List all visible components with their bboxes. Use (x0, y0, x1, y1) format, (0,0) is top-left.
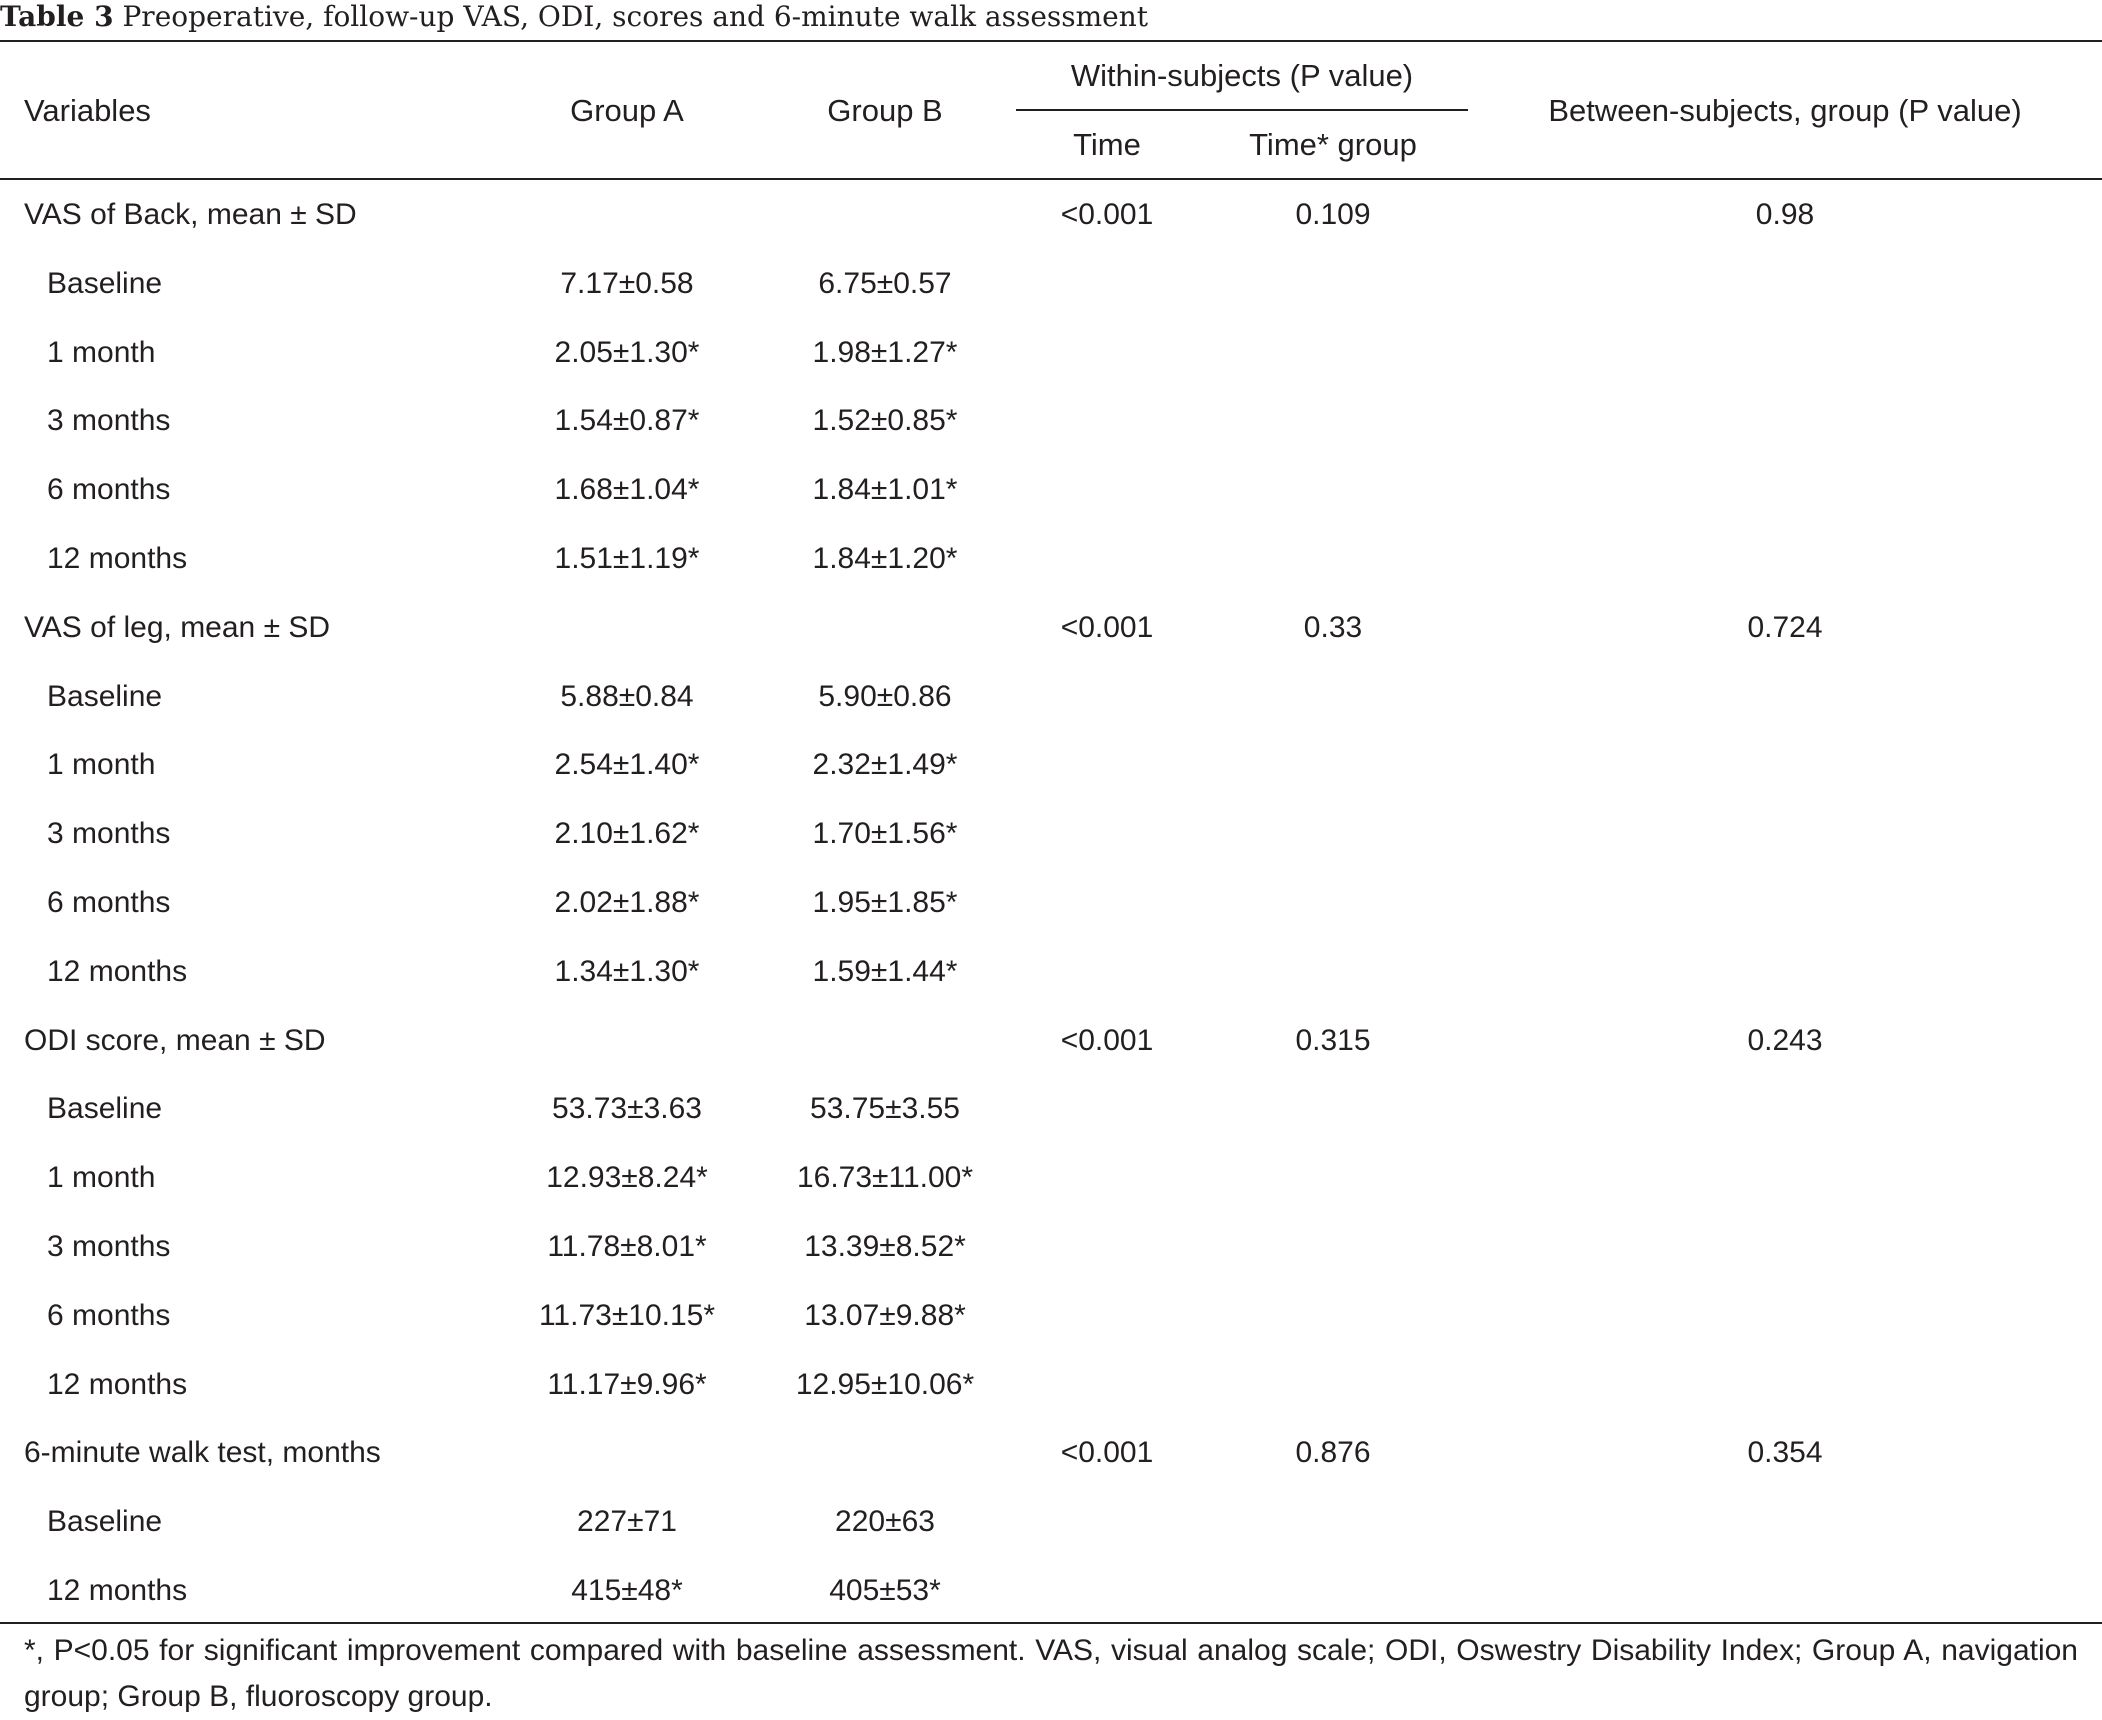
header-between-subjects: Between-subjects, group (P value) (1548, 93, 2022, 128)
group-b-value: 1.98±1.27* (812, 336, 958, 369)
row-label: Baseline (47, 1505, 163, 1538)
table-caption-text: Preoperative, follow-up VAS, ODI, scores… (122, 0, 1149, 33)
group-b-value: 13.07±9.88* (804, 1299, 966, 1332)
group-a-value: 415±48* (571, 1574, 683, 1607)
group-a-value: 53.73±3.63 (552, 1092, 702, 1125)
group-a-value: 11.73±10.15* (538, 1299, 716, 1332)
row-label: 3 months (47, 1230, 171, 1263)
group-a-value: 1.34±1.30* (554, 955, 700, 988)
row-label: 12 months (47, 1574, 188, 1607)
table-caption: Table 3 Preoperative, follow-up VAS, ODI… (0, 0, 1148, 40)
group-b-value: 16.73±11.00* (796, 1161, 974, 1194)
time-group-p-value: 0.876 (1295, 1436, 1371, 1469)
row-label: 6 months (47, 473, 171, 506)
header-variables: Variables (24, 93, 151, 128)
group-b-value: 1.59±1.44* (812, 955, 958, 988)
section-label: VAS of leg, mean ± SD (24, 611, 331, 644)
header-rule (0, 178, 2102, 180)
table-footnote: *, P<0.05 for significant improvement co… (24, 1634, 2078, 1713)
time-group-p-value: 0.33 (1303, 611, 1363, 644)
between-p-value: 0.98 (1755, 198, 1815, 231)
group-a-value: 2.54±1.40* (554, 748, 700, 781)
row-label: Baseline (47, 1092, 163, 1125)
time-p-value: <0.001 (1060, 1436, 1154, 1469)
row-label: 1 month (47, 1161, 156, 1194)
between-p-value: 0.724 (1747, 611, 1823, 644)
bottom-rule (0, 1622, 2102, 1624)
group-a-value: 2.10±1.62* (554, 817, 700, 850)
header-group-b: Group B (827, 93, 943, 128)
row-label: 1 month (47, 748, 156, 781)
header-group-a: Group A (570, 93, 684, 128)
time-p-value: <0.001 (1060, 611, 1154, 644)
header-time: Time (1073, 127, 1141, 162)
group-b-value: 5.90±0.86 (818, 680, 952, 713)
group-b-value: 6.75±0.57 (818, 267, 952, 300)
group-a-value: 12.93±8.24* (546, 1161, 708, 1194)
group-b-value: 1.84±1.20* (812, 542, 958, 575)
row-label: 12 months (47, 1368, 188, 1401)
section-label: ODI score, mean ± SD (24, 1024, 326, 1057)
group-b-value: 1.95±1.85* (812, 886, 958, 919)
time-group-p-value: 0.109 (1295, 198, 1371, 231)
group-a-value: 227±71 (577, 1505, 677, 1538)
group-b-value: 1.70±1.56* (812, 817, 958, 850)
group-b-value: 53.75±3.55 (810, 1092, 960, 1125)
row-label: 6 months (47, 886, 171, 919)
within-subjects-underline (1016, 109, 1468, 111)
group-a-value: 1.54±0.87* (554, 404, 700, 437)
group-a-value: 1.68±1.04* (554, 473, 700, 506)
group-b-value: 2.32±1.49* (812, 748, 958, 781)
top-rule (0, 40, 2102, 42)
header-within-subjects: Within-subjects (P value) (1070, 58, 1414, 93)
time-group-p-value: 0.315 (1295, 1024, 1371, 1057)
group-b-value: 220±63 (835, 1505, 935, 1538)
row-label: 3 months (47, 817, 171, 850)
group-a-value: 11.78±8.01* (547, 1230, 707, 1263)
row-label: 3 months (47, 404, 171, 437)
section-label: 6-minute walk test, months (24, 1436, 381, 1469)
between-p-value: 0.243 (1747, 1024, 1823, 1057)
group-a-value: 2.05±1.30* (554, 336, 700, 369)
group-a-value: 5.88±0.84 (560, 680, 694, 713)
group-a-value: 7.17±0.58 (560, 267, 694, 300)
group-a-value: 1.51±1.19* (554, 542, 700, 575)
between-p-value: 0.354 (1747, 1436, 1823, 1469)
time-p-value: <0.001 (1060, 198, 1154, 231)
header-time-group: Time* group (1249, 127, 1417, 162)
group-b-value: 405±53* (829, 1574, 941, 1607)
row-label: 12 months (47, 542, 188, 575)
row-label: 12 months (47, 955, 188, 988)
group-b-value: 1.52±0.85* (812, 404, 958, 437)
section-label: VAS of Back, mean ± SD (24, 198, 357, 231)
row-label: 6 months (47, 1299, 171, 1332)
group-b-value: 1.84±1.01* (812, 473, 958, 506)
group-b-value: 12.95±10.06* (795, 1368, 975, 1401)
row-label: Baseline (47, 680, 163, 713)
row-label: 1 month (47, 336, 156, 369)
table-caption-label: Table 3 (0, 0, 114, 33)
group-a-value: 2.02±1.88* (554, 886, 700, 919)
row-label: Baseline (47, 267, 163, 300)
group-b-value: 13.39±8.52* (804, 1230, 966, 1263)
group-a-value: 11.17±9.96* (547, 1368, 707, 1401)
time-p-value: <0.001 (1060, 1024, 1154, 1057)
